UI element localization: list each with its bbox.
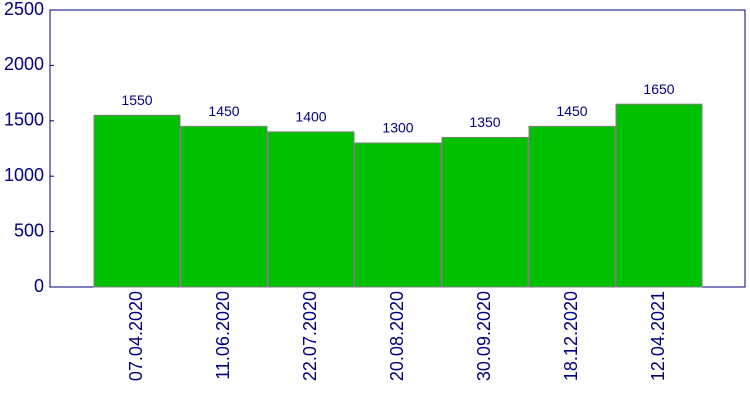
value-label: 1450 — [208, 103, 239, 119]
x-tick-label: 20.08.2020 — [387, 291, 407, 381]
y-tick-label: 1500 — [4, 110, 44, 130]
value-label: 1650 — [643, 81, 674, 97]
x-tick-label: 18.12.2020 — [561, 291, 581, 381]
x-tick-label: 07.04.2020 — [126, 291, 146, 381]
x-tick-label: 11.06.2020 — [213, 291, 233, 380]
x-tick-label: 30.09.2020 — [474, 291, 494, 381]
y-tick-label: 0 — [34, 276, 44, 296]
value-label: 1300 — [382, 120, 413, 136]
y-tick-label: 2000 — [4, 54, 44, 74]
bar — [528, 125, 616, 288]
value-label: 1450 — [556, 103, 587, 119]
value-label: 1550 — [121, 92, 152, 108]
x-tick-label: 22.07.2020 — [300, 291, 320, 381]
bar — [267, 131, 355, 288]
y-tick-label: 1000 — [4, 165, 44, 185]
bar — [180, 125, 268, 288]
bar — [354, 142, 442, 288]
bar — [441, 136, 529, 288]
x-tick-label: 12.04.2021 — [648, 291, 668, 381]
bar — [93, 114, 181, 288]
y-tick-label: 500 — [14, 220, 44, 240]
bar — [615, 103, 703, 288]
value-label: 1350 — [469, 114, 500, 130]
y-tick-label: 2500 — [4, 0, 44, 19]
value-label: 1400 — [295, 109, 326, 125]
